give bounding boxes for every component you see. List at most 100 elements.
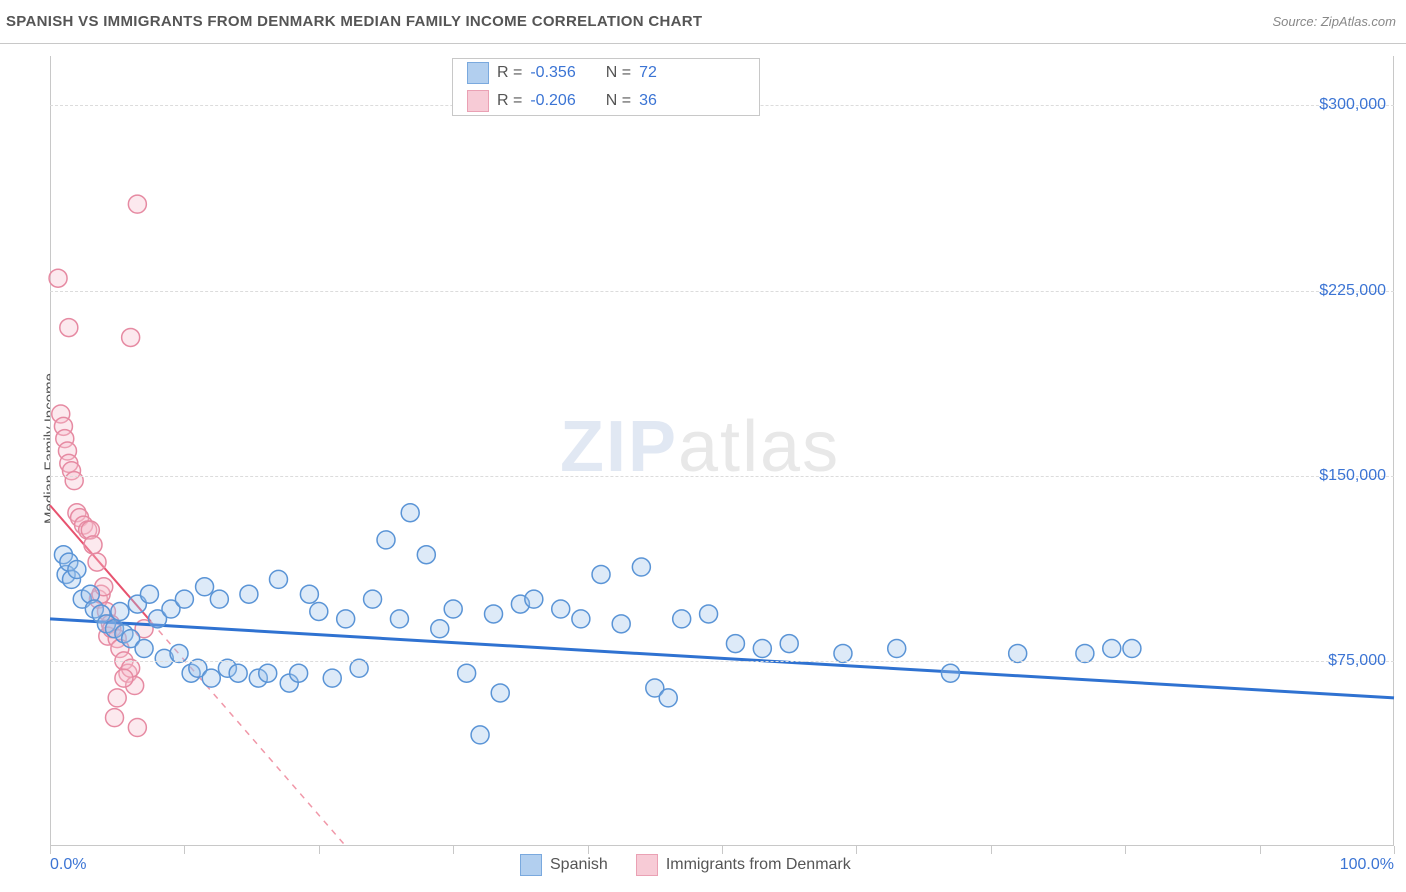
data-point	[673, 610, 691, 628]
data-point	[1103, 640, 1121, 658]
legend-series: Spanish Immigrants from Denmark	[520, 854, 851, 876]
xaxis-tick	[856, 846, 857, 854]
data-point	[941, 664, 959, 682]
xaxis-tick	[1260, 846, 1261, 854]
data-point	[753, 640, 771, 658]
data-point	[726, 635, 744, 653]
data-point	[1009, 644, 1027, 662]
data-point	[229, 664, 247, 682]
data-point	[1123, 640, 1141, 658]
xaxis-tick-label: 0.0%	[50, 856, 86, 874]
data-point	[888, 640, 906, 658]
xaxis-tick	[1125, 846, 1126, 854]
data-point	[290, 664, 308, 682]
data-point	[700, 605, 718, 623]
data-point	[202, 669, 220, 687]
yaxis-tick-label: $75,000	[1328, 652, 1386, 670]
chart-title: SPANISH VS IMMIGRANTS FROM DENMARK MEDIA…	[6, 13, 702, 30]
legend-swatch	[636, 854, 658, 876]
data-point	[364, 590, 382, 608]
data-point	[108, 689, 126, 707]
data-point	[210, 590, 228, 608]
data-point	[390, 610, 408, 628]
legend-swatch	[467, 90, 489, 112]
xaxis-tick	[184, 846, 185, 854]
data-point	[337, 610, 355, 628]
xaxis-tick	[50, 846, 51, 854]
data-point	[377, 531, 395, 549]
data-point	[491, 684, 509, 702]
plot-area: ZIPatlas $75,000$150,000$225,000$300,000…	[50, 56, 1394, 846]
data-point	[780, 635, 798, 653]
data-point	[350, 659, 368, 677]
legend-n-value: 72	[639, 64, 657, 82]
chart-source: Source: ZipAtlas.com	[1272, 14, 1396, 29]
data-point	[401, 504, 419, 522]
gridline	[50, 291, 1394, 292]
data-point	[632, 558, 650, 576]
legend-r-label: R =	[497, 92, 522, 110]
data-point	[659, 689, 677, 707]
xaxis-tick	[319, 846, 320, 854]
xaxis-tick	[991, 846, 992, 854]
data-point	[485, 605, 503, 623]
data-point	[122, 328, 140, 346]
legend-r-label: R =	[497, 64, 522, 82]
data-point	[240, 585, 258, 603]
data-point	[471, 726, 489, 744]
data-point	[444, 600, 462, 618]
data-point	[612, 615, 630, 633]
data-point	[458, 664, 476, 682]
legend-n-value: 36	[639, 92, 657, 110]
data-point	[49, 269, 67, 287]
legend-r-value: -0.356	[530, 64, 575, 82]
gridline	[50, 661, 1394, 662]
data-point	[834, 644, 852, 662]
legend-n-label: N =	[606, 92, 631, 110]
data-point	[417, 546, 435, 564]
data-point	[60, 319, 78, 337]
data-point	[84, 536, 102, 554]
xaxis-tick	[588, 846, 589, 854]
source-name: ZipAtlas.com	[1321, 14, 1396, 29]
data-point	[431, 620, 449, 638]
legend-series-item: Immigrants from Denmark	[636, 854, 851, 876]
data-point	[128, 195, 146, 213]
data-point	[269, 570, 287, 588]
yaxis-tick-label: $300,000	[1319, 96, 1386, 114]
legend-n-label: N =	[606, 64, 631, 82]
xaxis-tick	[722, 846, 723, 854]
data-point	[140, 585, 158, 603]
legend-series-label: Immigrants from Denmark	[666, 856, 851, 874]
chart-header: SPANISH VS IMMIGRANTS FROM DENMARK MEDIA…	[0, 0, 1406, 44]
data-point	[323, 669, 341, 687]
chart-container: SPANISH VS IMMIGRANTS FROM DENMARK MEDIA…	[0, 0, 1406, 892]
legend-series-item: Spanish	[520, 854, 608, 876]
data-point	[1076, 644, 1094, 662]
data-point	[525, 590, 543, 608]
data-point	[106, 709, 124, 727]
source-prefix: Source:	[1272, 14, 1320, 29]
data-point	[170, 644, 188, 662]
xaxis-tick-label: 100.0%	[1340, 856, 1394, 874]
data-point	[135, 640, 153, 658]
gridline	[50, 476, 1394, 477]
yaxis-tick-label: $150,000	[1319, 467, 1386, 485]
legend-correlation-row: R = -0.206 N = 36	[453, 87, 759, 115]
yaxis-tick-label: $225,000	[1319, 282, 1386, 300]
legend-swatch	[467, 62, 489, 84]
legend-swatch	[520, 854, 542, 876]
xaxis-tick	[453, 846, 454, 854]
regression-line	[50, 619, 1394, 698]
data-point	[68, 561, 86, 579]
legend-r-value: -0.206	[530, 92, 575, 110]
data-point	[300, 585, 318, 603]
data-point	[310, 602, 328, 620]
data-point	[65, 472, 83, 490]
legend-correlation-row: R = -0.356 N = 72	[453, 59, 759, 87]
xaxis-tick	[1394, 846, 1395, 854]
data-point	[128, 719, 146, 737]
data-point	[175, 590, 193, 608]
data-point	[196, 578, 214, 596]
data-point	[552, 600, 570, 618]
